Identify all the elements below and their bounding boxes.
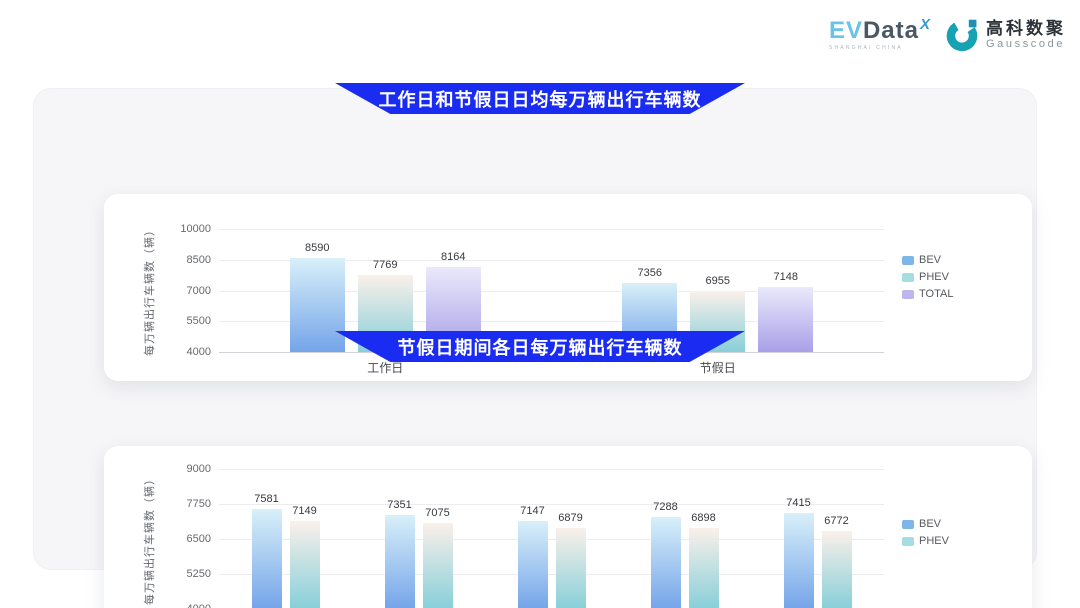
legend-swatch [902, 519, 914, 529]
gridline [219, 504, 884, 505]
legend-item-BEV[interactable]: BEV [902, 254, 953, 266]
bar-value-label: 6898 [691, 511, 716, 524]
bar-PHEV[interactable] [422, 522, 453, 608]
y-tick-label: 6500 [186, 533, 211, 545]
bar-BEV[interactable] [289, 257, 345, 352]
y-tick-label: 4000 [186, 346, 211, 358]
legend-swatch [902, 536, 914, 546]
evdata-logo: EVData X SHANGHAI CHINA [828, 16, 930, 51]
gridline [219, 469, 884, 470]
bar-value-label: 7356 [637, 267, 662, 280]
legend-swatch [902, 255, 914, 265]
chart1-title-banner: 工作日和节假日日均每万辆出行车辆数 [335, 83, 745, 114]
y-tick-label: 7000 [186, 284, 211, 297]
gridline [219, 259, 884, 261]
bar-value-label: 6879 [558, 512, 583, 525]
y-tick-label: 10000 [180, 223, 211, 235]
legend-swatch [902, 272, 914, 282]
legend-item-PHEV[interactable]: PHEV [902, 271, 953, 283]
evdata-wordmark: EVData X [828, 16, 930, 44]
bar-value-label: 7769 [373, 258, 398, 271]
holiday-daily-chart: 400052506500775090004月29日758171494月30日73… [104, 446, 1032, 608]
gausscode-text: 高科数聚 Gausscode [986, 18, 1066, 51]
legend-item-PHEV[interactable]: PHEV [902, 535, 949, 547]
bar-PHEV[interactable] [688, 527, 719, 608]
gridline [219, 574, 884, 575]
y-axis-title: 每万辆出行车辆数（辆） [144, 473, 156, 605]
gridline [219, 321, 884, 323]
legend-swatch [902, 289, 914, 299]
bar-value-label: 6955 [705, 275, 730, 288]
bar-value-label: 7148 [773, 271, 798, 284]
bar-value-label: 7149 [292, 504, 317, 517]
bar-value-label: 8164 [441, 250, 466, 263]
evdata-ev-text: EV [828, 17, 863, 44]
chart2-title: 节假日期间各日每万辆出行车辆数 [397, 337, 683, 358]
x-axis-label: 节假日 [699, 361, 736, 375]
legend-label: BEV [919, 518, 942, 530]
chart1-legend: BEV PHEV TOTAL [902, 254, 953, 300]
legend-label: TOTAL [919, 288, 954, 300]
bar-TOTAL[interactable] [758, 287, 814, 352]
bar-value-label: 8590 [305, 241, 330, 254]
evdata-x-superscript: X [919, 16, 931, 33]
bar-BEV[interactable] [783, 513, 814, 608]
gridline [219, 290, 884, 292]
y-tick-label: 4000 [161, 603, 211, 608]
chart1-title: 工作日和节假日日均每万辆出行车辆数 [378, 89, 702, 110]
gridline [219, 539, 884, 540]
y-tick-label: 8500 [186, 253, 211, 266]
bar-value-label: 7288 [653, 500, 678, 513]
bar-BEV[interactable] [650, 516, 681, 608]
y-tick-label: 5250 [186, 568, 211, 580]
gridline [219, 229, 884, 230]
evdata-data-text: Data [862, 17, 919, 44]
legend-label: PHEV [919, 535, 949, 547]
bar-BEV[interactable] [384, 515, 415, 608]
bar-BEV[interactable] [517, 520, 548, 608]
dashboard-panel: 4000 5500 7000 8500 10000 工作日 8590 7769 8164 节假日 7… [33, 88, 1037, 608]
bar-value-label: 6772 [824, 515, 849, 528]
bar-PHEV[interactable] [555, 528, 586, 608]
bar-value-label: 7581 [254, 492, 279, 505]
y-tick-label: 7750 [186, 498, 211, 510]
x-axis-label: 工作日 [367, 361, 404, 375]
evdata-subtext: SHANGHAI CHINA [828, 45, 903, 51]
gausscode-name-en: Gausscode [986, 38, 1066, 51]
bar-PHEV[interactable] [289, 520, 320, 608]
legend-label: BEV [919, 254, 942, 266]
holiday-daily-chart-card: 400052506500775090004月29日758171494月30日73… [104, 446, 1032, 608]
bar-PHEV[interactable] [821, 531, 852, 608]
chart2-legend: BEV PHEV [902, 518, 949, 547]
y-axis-title: 每万辆出行车辆数（辆） [144, 224, 156, 356]
bar-value-label: 7351 [387, 499, 412, 512]
bar-value-label: 7075 [425, 506, 450, 519]
y-tick-label: 5500 [186, 315, 211, 328]
bar-value-label: 7147 [520, 504, 545, 517]
legend-item-BEV[interactable]: BEV [902, 518, 949, 530]
legend-label: PHEV [919, 271, 949, 283]
y-tick-label: 9000 [186, 463, 211, 475]
gausscode-icon [946, 19, 978, 52]
bar-value-label: 7415 [786, 497, 811, 510]
bar-BEV[interactable] [251, 508, 282, 608]
legend-item-TOTAL[interactable]: TOTAL [902, 288, 953, 300]
header-logos: EVData X SHANGHAI CHINA 高科数聚 Gausscode [828, 16, 1066, 52]
gausscode-logo: 高科数聚 Gausscode [945, 18, 1066, 52]
chart2-title-banner: 节假日期间各日每万辆出行车辆数 [335, 331, 745, 362]
gausscode-name-cn: 高科数聚 [986, 18, 1066, 38]
